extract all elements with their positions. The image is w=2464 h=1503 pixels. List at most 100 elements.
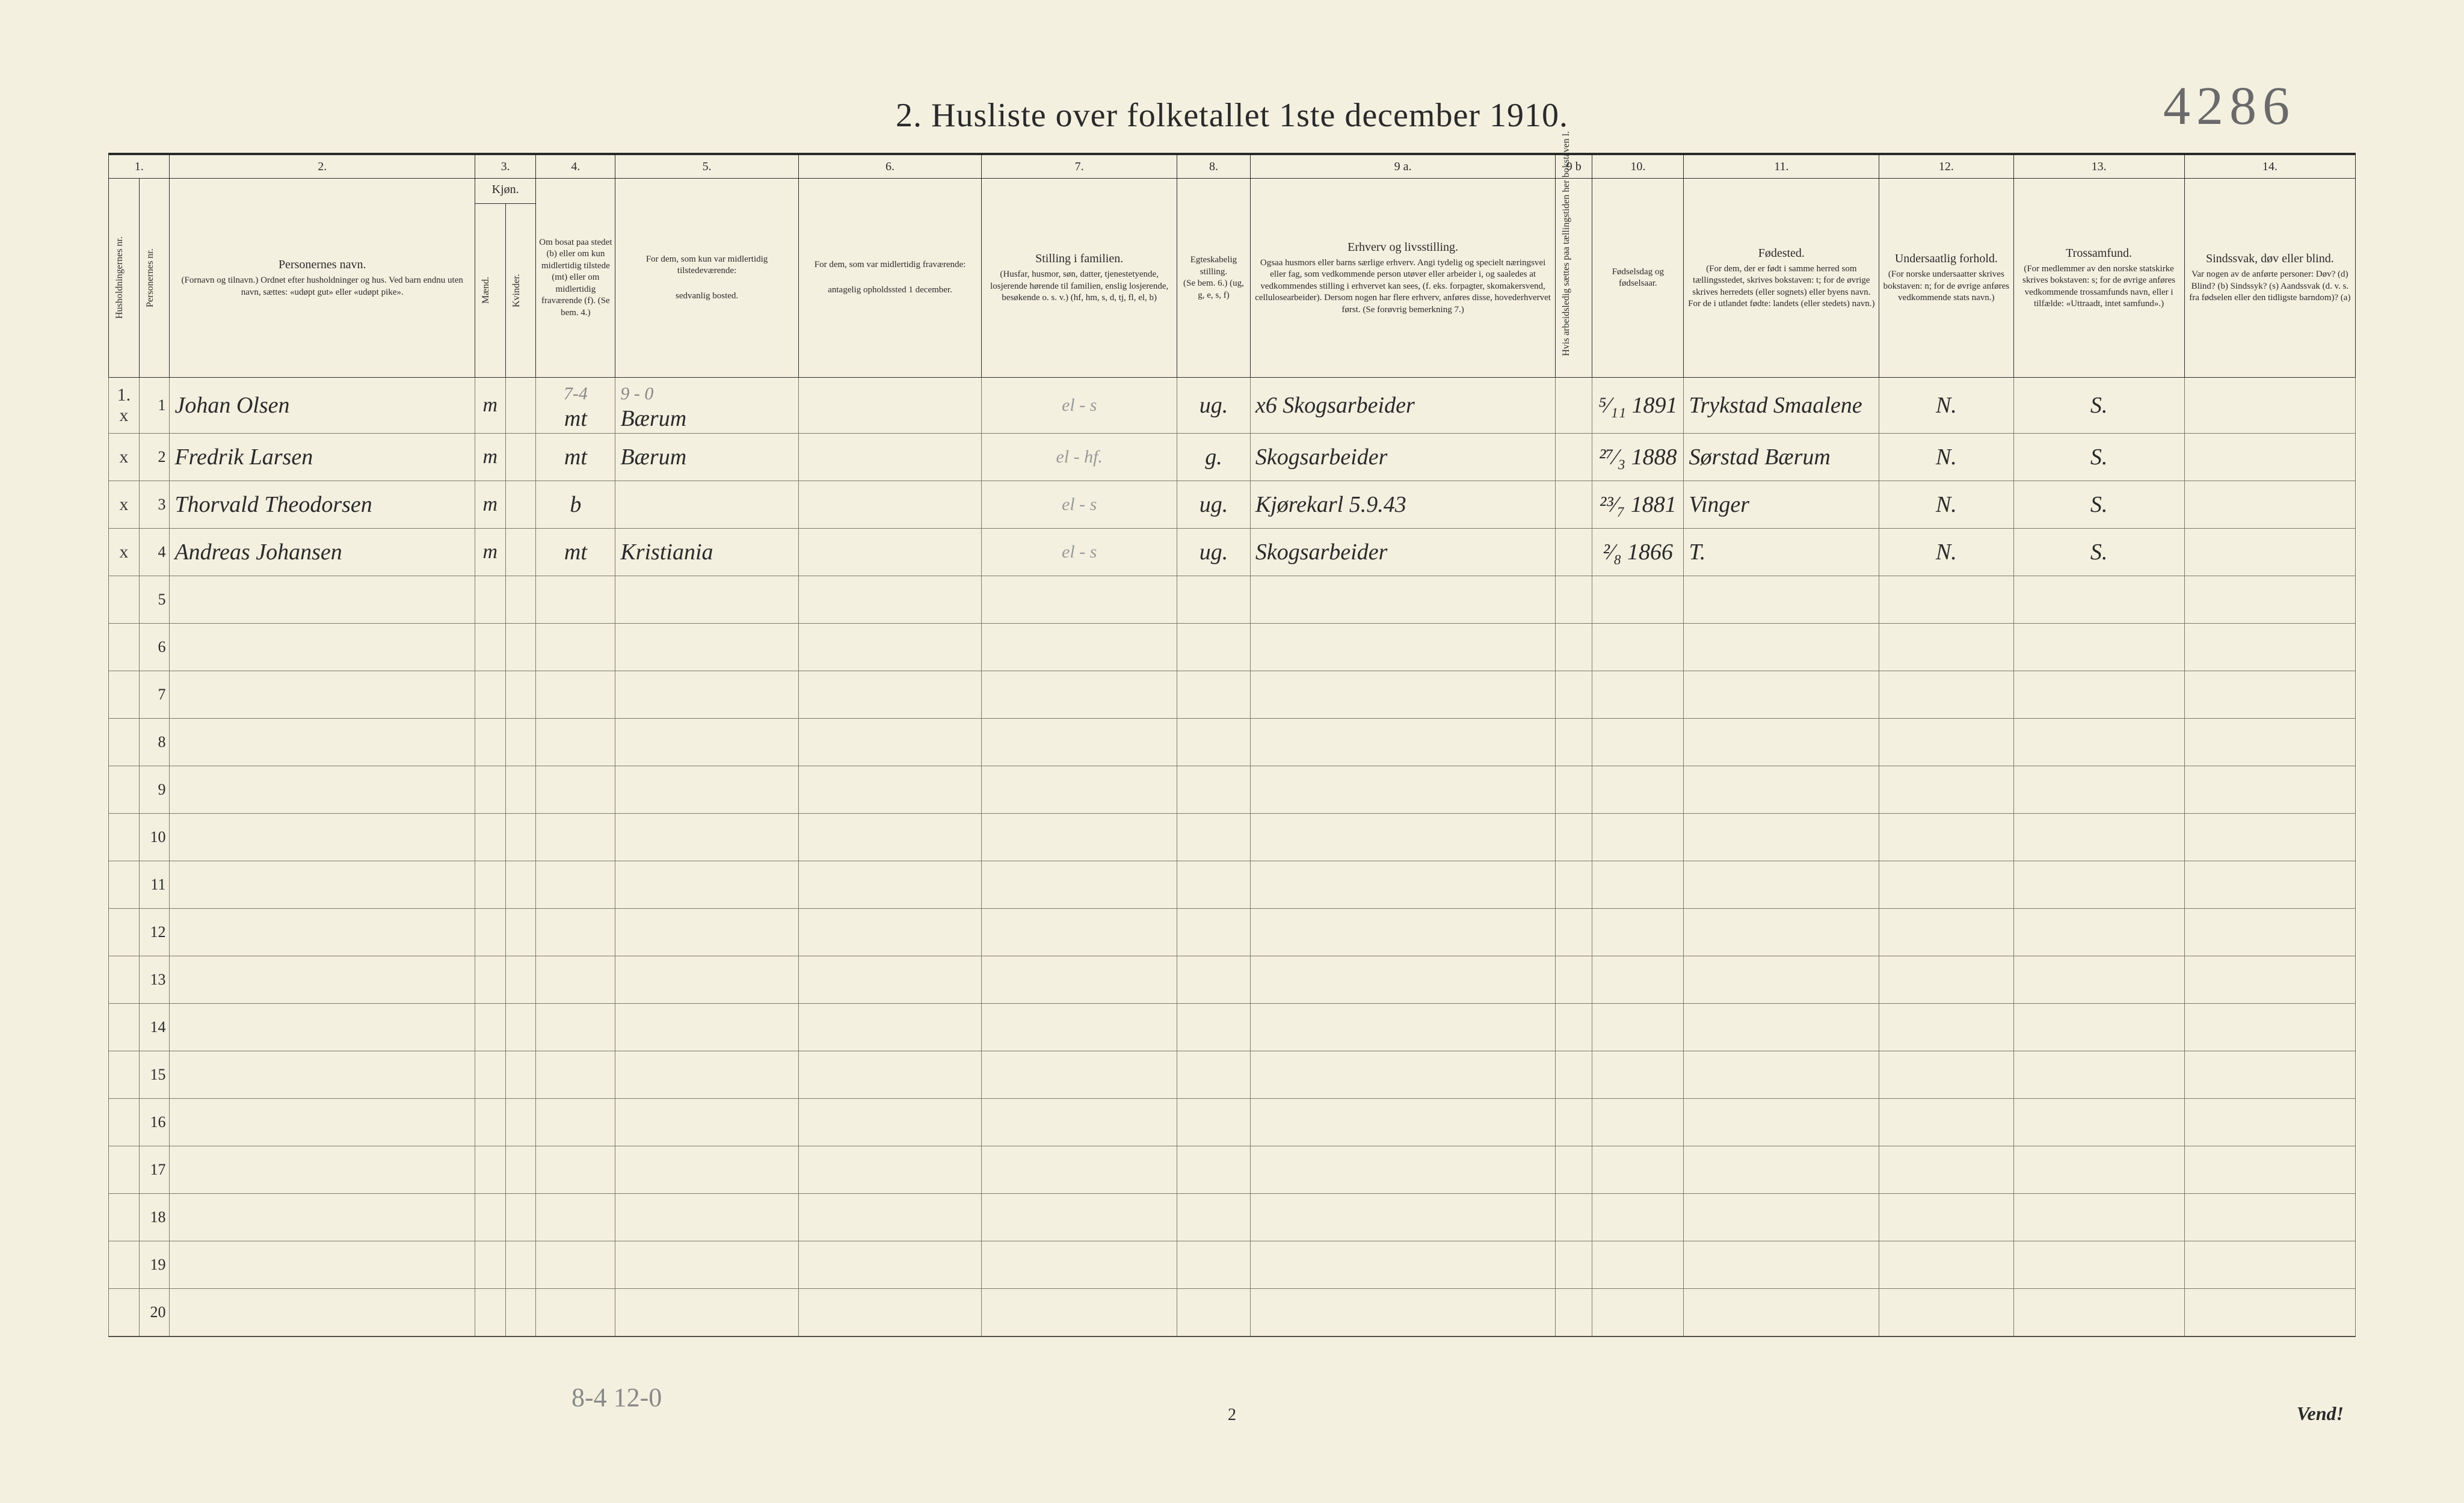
cell: 7 xyxy=(139,671,170,719)
cell xyxy=(1177,1099,1251,1146)
cell: N. xyxy=(1879,481,2013,529)
cell xyxy=(536,624,615,671)
cell xyxy=(1250,1051,1555,1099)
cell xyxy=(2184,1051,2355,1099)
cell xyxy=(170,624,475,671)
cell: Sørstad Bærum xyxy=(1684,434,1879,481)
cell xyxy=(798,378,981,434)
hdr-nat: Undersaatlig forhold. (For norske unders… xyxy=(1879,179,2013,378)
cell xyxy=(615,1146,798,1194)
table-row: 16 xyxy=(109,1099,2356,1146)
cell xyxy=(615,909,798,956)
cell xyxy=(170,814,475,861)
cell xyxy=(505,1051,536,1099)
cell xyxy=(109,956,140,1004)
cell xyxy=(1592,861,1684,909)
cell xyxy=(1250,814,1555,861)
cell xyxy=(505,861,536,909)
cell xyxy=(1177,1241,1251,1289)
cell xyxy=(1879,671,2013,719)
cell xyxy=(2184,909,2355,956)
cell xyxy=(798,434,981,481)
cell: Fredrik Larsen xyxy=(170,434,475,481)
cell xyxy=(505,909,536,956)
cell xyxy=(505,1099,536,1146)
cell: 16 xyxy=(139,1099,170,1146)
cell xyxy=(475,1146,505,1194)
table-row: 15 xyxy=(109,1051,2356,1099)
cell xyxy=(1684,814,1879,861)
cell xyxy=(2013,1289,2184,1336)
cell xyxy=(1879,814,2013,861)
cell xyxy=(475,1099,505,1146)
table-row: x2Fredrik LarsenmmtBærumel - hf.g.Skogsa… xyxy=(109,434,2356,481)
cell xyxy=(1592,624,1684,671)
cell xyxy=(505,624,536,671)
cell xyxy=(1879,719,2013,766)
cell xyxy=(1250,1146,1555,1194)
page-number: 2 xyxy=(1228,1406,1236,1425)
cell xyxy=(982,1146,1177,1194)
cell xyxy=(2184,719,2355,766)
cell xyxy=(2013,1051,2184,1099)
colnum-9a: 9 a. xyxy=(1250,155,1555,179)
cell xyxy=(1250,861,1555,909)
cell xyxy=(1177,1289,1251,1336)
cell xyxy=(982,1194,1177,1241)
cell xyxy=(109,671,140,719)
colnum-1: 1. xyxy=(109,155,170,179)
cell xyxy=(1684,1194,1879,1241)
cell xyxy=(1177,909,1251,956)
cell xyxy=(1556,624,1592,671)
cell xyxy=(798,624,981,671)
cell xyxy=(505,671,536,719)
cell xyxy=(1592,671,1684,719)
census-table-wrap: 1. 2. 3. 4. 5. 6. 7. 8. 9 a. 9 b 10. 11.… xyxy=(108,153,2356,1337)
vend-label: Vend! xyxy=(2297,1403,2344,1425)
cell xyxy=(2013,1194,2184,1241)
cell xyxy=(982,1289,1177,1336)
cell: 2 xyxy=(139,434,170,481)
cell xyxy=(798,671,981,719)
cell xyxy=(1684,1146,1879,1194)
hdr-temp: For dem, som kun var midlertidig tilsted… xyxy=(615,179,798,378)
cell xyxy=(1684,671,1879,719)
cell xyxy=(1556,1004,1592,1051)
cell xyxy=(1556,1241,1592,1289)
cell: x6 Skogsarbeider xyxy=(1250,378,1555,434)
cell xyxy=(615,1051,798,1099)
cell: S. xyxy=(2013,378,2184,434)
cell: 1 xyxy=(139,378,170,434)
cell xyxy=(798,814,981,861)
cell xyxy=(505,814,536,861)
cell: el - s xyxy=(982,378,1177,434)
cell xyxy=(1556,1194,1592,1241)
cell xyxy=(2184,1004,2355,1051)
table-row: 1. x1Johan Olsenm7-4mt9 - 0Bærumel - sug… xyxy=(109,378,2356,434)
table-row: 7 xyxy=(109,671,2356,719)
cell xyxy=(475,909,505,956)
hdr-sex-m: Mænd. xyxy=(475,204,505,378)
cell xyxy=(2013,956,2184,1004)
cell xyxy=(170,956,475,1004)
cell xyxy=(798,1146,981,1194)
hdr-fam: Stilling i familien. (Husfar, husmor, sø… xyxy=(982,179,1177,378)
cell: el - hf. xyxy=(982,434,1177,481)
hdr-away: For dem, som var midlertidig fraværende:… xyxy=(798,179,981,378)
cell: T. xyxy=(1684,529,1879,576)
cell xyxy=(170,1289,475,1336)
cell xyxy=(536,1004,615,1051)
cell xyxy=(798,481,981,529)
cell: x xyxy=(109,529,140,576)
cell xyxy=(1250,671,1555,719)
colnum-4: 4. xyxy=(536,155,615,179)
cell xyxy=(2184,956,2355,1004)
table-header: 1. 2. 3. 4. 5. 6. 7. 8. 9 a. 9 b 10. 11.… xyxy=(109,155,2356,378)
cell xyxy=(475,1051,505,1099)
cell xyxy=(1177,671,1251,719)
cell xyxy=(1879,956,2013,1004)
cell xyxy=(2013,1099,2184,1146)
hdr-rel: Trossamfund. (For medlemmer av den norsk… xyxy=(2013,179,2184,378)
pencil-note: 9 - 0 xyxy=(620,384,653,404)
cell xyxy=(1177,766,1251,814)
